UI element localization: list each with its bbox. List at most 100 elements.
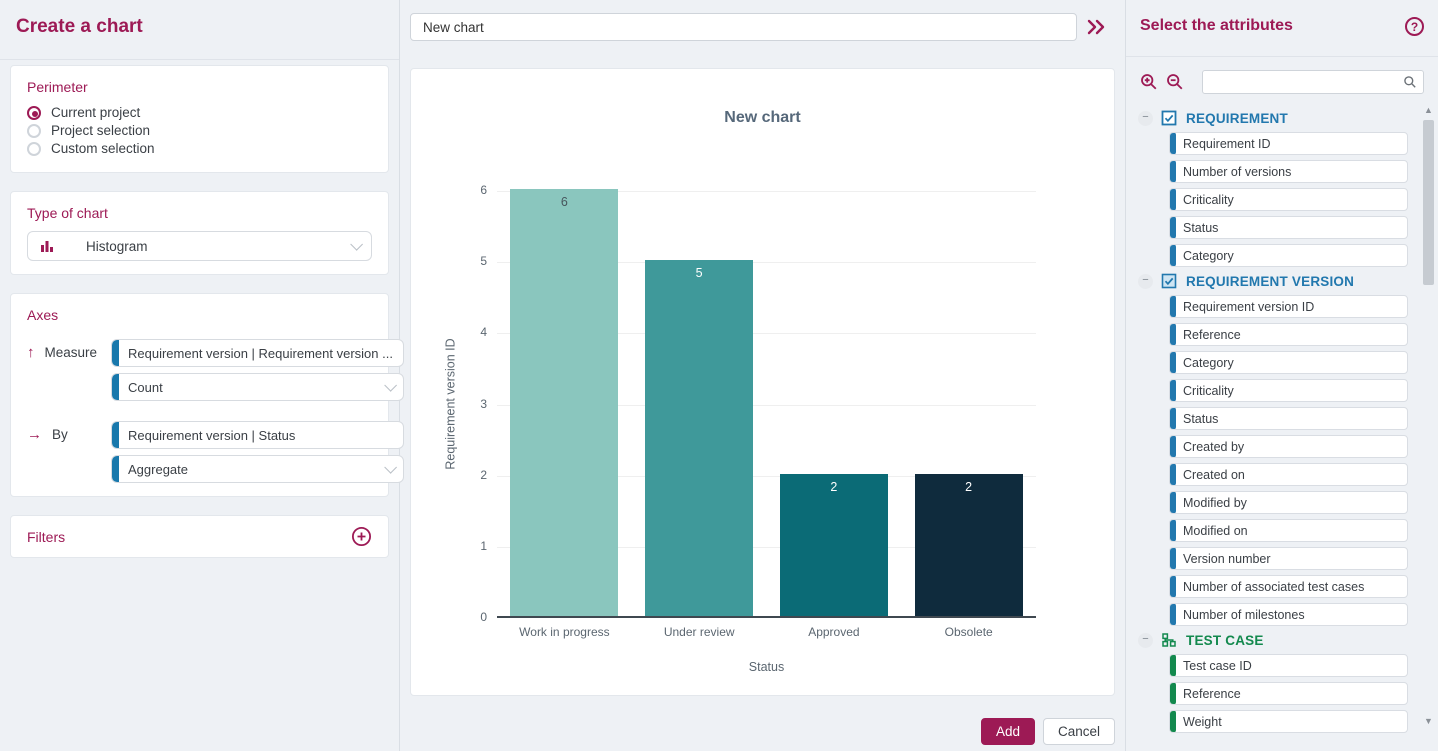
- attribute-item[interactable]: Version number: [1169, 547, 1408, 570]
- radio-button-icon[interactable]: [27, 141, 41, 156]
- radio-label: Custom selection: [51, 141, 155, 156]
- zoom-out-icon[interactable]: [1166, 73, 1184, 91]
- attribute-accent-bar: [1170, 436, 1176, 457]
- bar-value-label: 6: [560, 195, 568, 209]
- scrollbar-up-arrow[interactable]: ▲: [1424, 105, 1433, 115]
- plus-circle-icon[interactable]: [351, 526, 372, 547]
- chevron-down-icon: [384, 378, 397, 392]
- chart-plot: Requirement version ID Status 0 1 2 3 4 5 6 6 Wo…: [444, 183, 1036, 674]
- scrollbar-thumb[interactable]: [1423, 120, 1434, 285]
- radio-button-icon[interactable]: [27, 123, 41, 138]
- attribute-accent-bar: [1170, 217, 1176, 238]
- attribute-item[interactable]: Requirement version ID: [1169, 295, 1408, 318]
- attribute-item[interactable]: Created by: [1169, 435, 1408, 458]
- attribute-item[interactable]: Number of versions: [1169, 160, 1408, 183]
- perimeter-option[interactable]: Custom selection: [27, 141, 372, 156]
- perimeter-option[interactable]: Current project: [27, 105, 372, 120]
- checkbox-checked-icon: [1161, 110, 1177, 126]
- y-tick-label: 0: [480, 610, 487, 624]
- measure-key: ↑ Measure: [27, 344, 111, 361]
- chevron-down-icon: [384, 460, 397, 474]
- type-of-chart-card: Type of chart Histogram: [10, 191, 389, 275]
- perimeter-option[interactable]: Project selection: [27, 123, 372, 138]
- attribute-item[interactable]: Requirement ID: [1169, 132, 1408, 155]
- perimeter-card: Perimeter Current project Project selecti…: [10, 65, 389, 173]
- attribute-item[interactable]: Criticality: [1169, 188, 1408, 211]
- attribute-accent-bar: [1170, 161, 1176, 182]
- by-key: → By: [27, 426, 111, 443]
- attribute-item[interactable]: Modified on: [1169, 519, 1408, 542]
- chart-preview-card: New chart Requirement version ID Status …: [410, 68, 1115, 696]
- by-attribute-value: Requirement version | Status: [128, 427, 296, 443]
- measure-operation-select[interactable]: Count: [111, 373, 404, 401]
- y-tick-label: 3: [480, 396, 487, 411]
- chart-name-input[interactable]: [410, 13, 1077, 41]
- scrollbar-down-arrow[interactable]: ▼: [1424, 716, 1433, 726]
- attribute-item[interactable]: Reference: [1169, 323, 1408, 346]
- chart-type-select[interactable]: Histogram: [27, 231, 372, 261]
- chart-bar: 6: [510, 189, 619, 616]
- y-tick-label: 1: [480, 538, 487, 553]
- chart-preview-panel: New chart Requirement version ID Status …: [400, 0, 1125, 751]
- attribute-accent-bar: [1170, 245, 1176, 266]
- attribute-accent-bar: [1170, 189, 1176, 210]
- attribute-item[interactable]: Number of associated test cases: [1169, 575, 1408, 598]
- attribute-accent-bar: [1170, 324, 1176, 345]
- add-button[interactable]: Add: [980, 718, 1035, 745]
- attribute-item[interactable]: Test case ID: [1169, 654, 1408, 677]
- attribute-section-header: − REQUIREMENT VERSION: [1138, 273, 1410, 289]
- chevron-down-icon: [350, 237, 363, 251]
- measure-label: Measure: [44, 345, 98, 360]
- attribute-item[interactable]: Number of milestones: [1169, 603, 1408, 626]
- attribute-search-input[interactable]: [1209, 75, 1403, 89]
- attribute-item[interactable]: Category: [1169, 351, 1408, 374]
- attribute-accent-bar: [1170, 492, 1176, 513]
- question-circle-icon[interactable]: ?: [1405, 17, 1424, 36]
- double-chevron-right-icon[interactable]: [1077, 13, 1115, 41]
- attribute-item[interactable]: Reference: [1169, 682, 1408, 705]
- checkbox-filled-icon: [1161, 273, 1177, 289]
- x-tick-label: Work in progress: [519, 625, 610, 639]
- collapse-toggle-icon[interactable]: −: [1138, 273, 1153, 289]
- attribute-accent-bar: [1170, 683, 1176, 704]
- bar-value-label: 2: [830, 479, 838, 494]
- attribute-accent-bar: [1170, 133, 1176, 154]
- cancel-button[interactable]: Cancel: [1042, 718, 1115, 745]
- attribute-item[interactable]: Created on: [1169, 463, 1408, 486]
- attribute-item[interactable]: Category: [1169, 244, 1408, 267]
- by-operation-select[interactable]: Aggregate: [111, 455, 404, 483]
- collapse-toggle-icon[interactable]: −: [1138, 632, 1153, 648]
- zoom-in-icon[interactable]: [1140, 73, 1158, 91]
- chart-x-axis-label: Status: [748, 660, 785, 674]
- axes-title: Axes: [27, 307, 59, 323]
- axes-card: Axes ↑ Measure Requirement version | Req…: [10, 293, 404, 497]
- attribute-section-header: − REQUIREMENT: [1138, 110, 1410, 126]
- radio-button-icon[interactable]: [27, 105, 41, 120]
- measure-attribute-field[interactable]: Requirement version | Requirement versio…: [111, 339, 404, 367]
- attribute-accent-bar: [1170, 296, 1176, 317]
- attribute-accent-bar: [1170, 604, 1176, 625]
- x-tick-label: Obsolete: [944, 625, 993, 639]
- attribute-search: [1202, 70, 1424, 94]
- attribute-section-name: REQUIREMENT VERSION: [1186, 273, 1355, 289]
- y-tick-label: 4: [480, 325, 487, 340]
- y-tick-label: 2: [480, 467, 487, 482]
- attribute-item[interactable]: Modified by: [1169, 491, 1408, 514]
- bar-value-label: 5: [695, 266, 703, 281]
- attributes-tree: ▲ ▼ − REQUIREMENT Requirement ID Number of …: [1126, 102, 1438, 751]
- by-attribute-field[interactable]: Requirement version | Status: [111, 421, 404, 449]
- attribute-item[interactable]: Status: [1169, 407, 1408, 430]
- attribute-item[interactable]: Status: [1169, 216, 1408, 239]
- attribute-item[interactable]: Weight: [1169, 710, 1408, 733]
- attribute-accent-bar: [1170, 380, 1176, 401]
- by-label: By: [52, 427, 68, 442]
- arrow-up-icon: ↑: [27, 344, 35, 361]
- perimeter-title: Perimeter: [27, 79, 88, 95]
- hierarchy-icon: [1161, 632, 1177, 648]
- y-tick-label: 6: [480, 183, 487, 197]
- attribute-item[interactable]: Criticality: [1169, 379, 1408, 402]
- bar-chart-icon: [40, 239, 55, 253]
- collapse-toggle-icon[interactable]: −: [1138, 110, 1153, 126]
- gridline: [497, 262, 1036, 264]
- left-body: Perimeter Current project Project selecti…: [0, 60, 404, 751]
